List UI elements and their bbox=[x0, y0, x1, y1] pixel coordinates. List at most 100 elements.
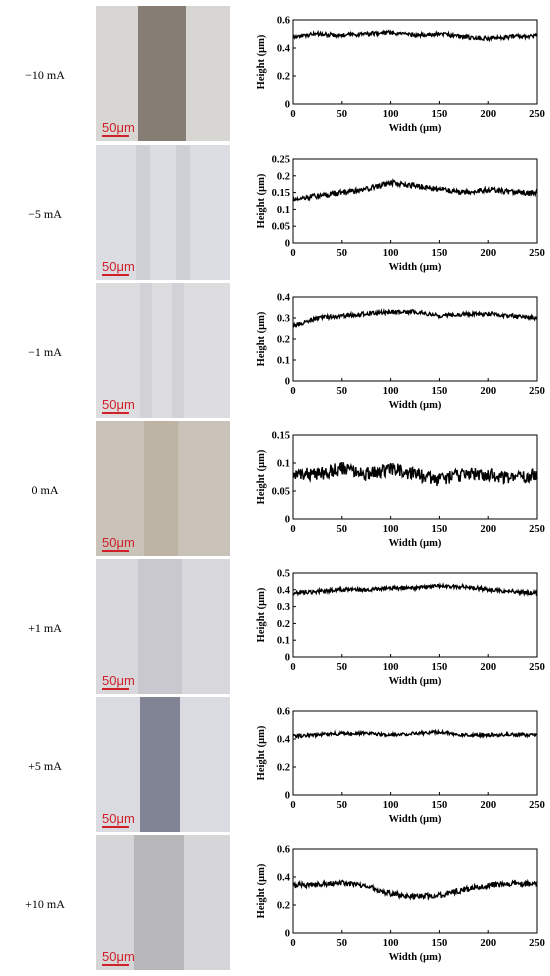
x-axis-label: Width (μm) bbox=[389, 952, 442, 963]
x-tick-label: 0 bbox=[290, 800, 295, 811]
scale-bar-label: 50μm bbox=[102, 535, 135, 550]
x-tick-label: 250 bbox=[529, 248, 545, 259]
x-tick-label: 50 bbox=[337, 248, 348, 259]
y-tick-label: 0.1 bbox=[277, 356, 290, 367]
height-profile-chart: 0 0.1 0.2 0.3 0.4 0.5 0 50 100 150 200 250 Width (μm… bbox=[256, 569, 545, 688]
plot-frame bbox=[292, 158, 538, 244]
y-tick-label: 0 bbox=[285, 929, 290, 940]
x-tick-label: 200 bbox=[480, 524, 496, 535]
x-tick-label: 150 bbox=[432, 524, 448, 535]
wear-track bbox=[136, 145, 150, 280]
scale-bar bbox=[102, 412, 129, 414]
scale-bar bbox=[102, 826, 129, 828]
height-profile-line bbox=[292, 878, 538, 902]
x-tick-label: 0 bbox=[290, 662, 295, 673]
y-tick-label: 0.3 bbox=[277, 314, 290, 325]
x-tick-label: 100 bbox=[383, 800, 399, 811]
x-tick-label: 150 bbox=[432, 109, 448, 120]
panel-row: −1 mA 50μm 0 0.1 0.2 0.3 0.4 0 50 100 150 200 250 Wid… bbox=[0, 283, 550, 421]
x-tick-label: 50 bbox=[337, 800, 348, 811]
scale-bar-label: 50μm bbox=[102, 259, 135, 274]
height-profile-line bbox=[292, 178, 538, 202]
plot-frame bbox=[292, 710, 538, 796]
x-tick-label: 250 bbox=[529, 938, 545, 949]
micrograph-image: 50μm bbox=[96, 421, 230, 556]
x-tick-label: 100 bbox=[383, 248, 399, 259]
x-tick-label: 150 bbox=[432, 800, 448, 811]
condition-label: −1 mA bbox=[28, 345, 62, 359]
scale-bar-label: 50μm bbox=[102, 811, 135, 826]
y-tick-label: 0.15 bbox=[272, 188, 290, 199]
condition-label: +1 mA bbox=[28, 621, 62, 635]
x-axis-label: Width (μm) bbox=[389, 400, 442, 411]
micrograph-image: 50μm bbox=[96, 145, 230, 280]
height-profile-chart: 0 0.2 0.4 0.6 0 50 100 150 200 250 Width (μm) Heigh… bbox=[256, 16, 545, 135]
y-tick-label: 0.2 bbox=[277, 763, 290, 774]
panel-row: −5 mA 50μm 0 0.05 0.1 0.15 0.2 0.25 0 50 100 150 200… bbox=[0, 145, 550, 283]
x-tick-label: 0 bbox=[290, 524, 295, 535]
y-tick-label: 0.25 bbox=[272, 155, 290, 166]
height-profile-line bbox=[292, 582, 538, 597]
y-tick-label: 0 bbox=[285, 377, 290, 388]
y-tick-label: 0 bbox=[285, 791, 290, 802]
x-axis-label: Width (μm) bbox=[389, 538, 442, 549]
x-tick-label: 100 bbox=[383, 938, 399, 949]
plot-frame bbox=[292, 19, 538, 105]
panel-row: +1 mA 50μm 0 0.1 0.2 0.3 0.4 0.5 0 50 100 150 200 250… bbox=[0, 559, 550, 697]
micrograph-image: 50μm bbox=[96, 697, 230, 832]
height-profile-chart: 0 0.1 0.2 0.3 0.4 0 50 100 150 200 250 Width (μm) He… bbox=[256, 293, 545, 412]
y-tick-label: 0.3 bbox=[277, 602, 290, 613]
y-axis-label: Height (μm) bbox=[256, 725, 267, 780]
condition-label: 0 mA bbox=[31, 483, 59, 497]
y-axis-label: Height (μm) bbox=[256, 34, 267, 89]
y-tick-label: 0 bbox=[285, 100, 290, 111]
x-tick-label: 0 bbox=[290, 248, 295, 259]
wear-track bbox=[176, 145, 190, 280]
x-tick-label: 100 bbox=[383, 662, 399, 673]
scale-bar-label: 50μm bbox=[102, 673, 135, 688]
x-tick-label: 250 bbox=[529, 386, 545, 397]
x-tick-label: 200 bbox=[480, 386, 496, 397]
micrograph-image: 50μm bbox=[96, 559, 230, 694]
panel-row: +5 mA 50μm 0 0.2 0.4 0.6 0 50 100 150 200 250 Width … bbox=[0, 697, 550, 835]
x-axis-label: Width (μm) bbox=[389, 676, 442, 687]
y-tick-label: 0.2 bbox=[277, 171, 290, 182]
y-tick-label: 0.15 bbox=[272, 431, 290, 442]
scale-bar-label: 50μm bbox=[102, 120, 135, 135]
x-tick-label: 100 bbox=[383, 524, 399, 535]
x-axis-label: Width (μm) bbox=[389, 814, 442, 825]
height-profile-chart: 0 0.2 0.4 0.6 0 50 100 150 200 250 Width (μm) Heigh… bbox=[256, 845, 545, 964]
y-tick-label: 0 bbox=[285, 239, 290, 250]
wear-track bbox=[138, 6, 186, 141]
x-tick-label: 150 bbox=[432, 938, 448, 949]
x-tick-label: 100 bbox=[383, 386, 399, 397]
y-axis-label: Height (μm) bbox=[256, 311, 267, 366]
x-tick-label: 50 bbox=[337, 386, 348, 397]
wear-track bbox=[172, 283, 184, 418]
y-axis-label: Height (μm) bbox=[256, 587, 267, 642]
height-profile-line bbox=[292, 308, 538, 328]
height-profile-chart: 0 0.2 0.4 0.6 0 50 100 150 200 250 Width (μm) Heigh… bbox=[256, 707, 545, 826]
height-profile-line bbox=[292, 461, 538, 486]
x-tick-label: 200 bbox=[480, 662, 496, 673]
x-tick-label: 50 bbox=[337, 938, 348, 949]
y-tick-label: 0.2 bbox=[277, 901, 290, 912]
x-tick-label: 200 bbox=[480, 248, 496, 259]
height-profile-chart: 0 0.05 0.1 0.15 0.2 0.25 0 50 100 150 200 250 Width … bbox=[256, 155, 545, 274]
y-tick-label: 0.6 bbox=[277, 707, 290, 718]
x-tick-label: 250 bbox=[529, 800, 545, 811]
scale-bar bbox=[102, 550, 129, 552]
scale-bar bbox=[102, 688, 129, 690]
panel-row: 0 mA 50μm 0 0.05 0.1 0.15 0 50 100 150 200 250 Width… bbox=[0, 421, 550, 559]
height-profile-line bbox=[292, 728, 538, 740]
x-tick-label: 150 bbox=[432, 662, 448, 673]
height-profile-chart: 0 0.05 0.1 0.15 0 50 100 150 200 250 Width (μm) Hei… bbox=[256, 431, 545, 550]
scale-bar bbox=[102, 135, 129, 137]
panel-row: −10 mA 50μm 0 0.2 0.4 0.6 0 50 100 150 200 250 Width… bbox=[0, 6, 550, 144]
x-tick-label: 250 bbox=[529, 662, 545, 673]
x-tick-label: 150 bbox=[432, 248, 448, 259]
x-tick-label: 150 bbox=[432, 386, 448, 397]
y-tick-label: 0.5 bbox=[277, 569, 290, 580]
wear-track bbox=[138, 559, 182, 694]
micrograph-image: 50μm bbox=[96, 6, 230, 141]
